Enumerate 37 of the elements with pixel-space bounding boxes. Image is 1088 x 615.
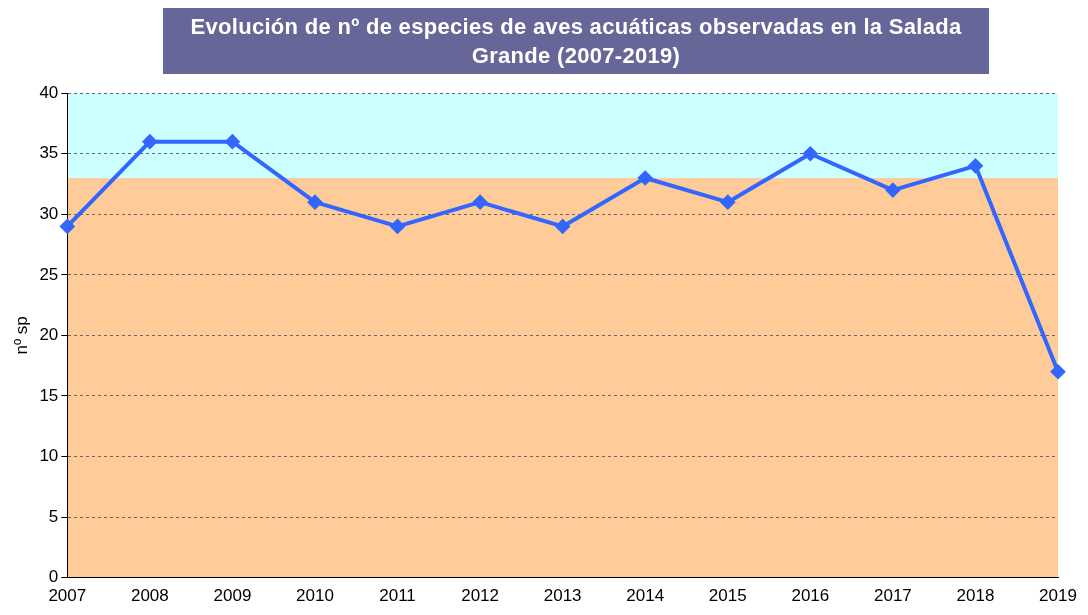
point [720,195,735,210]
point [473,195,488,210]
point [555,219,570,234]
y-tick-label: 15 [39,385,59,405]
x-tick-label: 2017 [873,586,912,606]
y-tick-label: 10 [39,446,59,466]
y-tick-label: 35 [39,143,59,163]
x-tick-label: 2010 [296,586,334,606]
point [307,195,322,210]
point [638,170,653,185]
x-tick-label: 2007 [48,586,87,606]
y-tick-label: 20 [39,325,59,345]
point [885,183,900,198]
x-tick-label: 2008 [130,586,169,606]
point [225,134,240,149]
x-tick-label: 2016 [791,586,830,606]
point [803,146,818,161]
point [390,219,405,234]
x-tick-label: 2009 [213,586,252,606]
point [60,219,75,234]
x-tick-label: 2013 [543,586,582,606]
point [968,158,983,173]
x-tick-label: 2018 [956,586,995,606]
y-tick-label: 25 [39,264,59,284]
x-tick-label: 2012 [461,586,500,606]
point [1051,364,1065,379]
x-tick-label: 2014 [626,586,665,606]
y-tick-label: 30 [39,203,59,223]
point [142,134,157,149]
y-tick-label: 40 [39,82,59,102]
x-tick-label: 2011 [379,586,416,606]
y-axis-title: nº sp [11,316,31,355]
x-tick-label: 2015 [708,586,747,606]
y-tick-label: 0 [48,567,59,587]
y-tick-label: 5 [48,506,59,526]
chart-title: Evolución de nº de especies de aves acuáticas observadas en la Salada Grande (2007-2019) [163,8,989,74]
x-tick-label: 2019 [1039,586,1077,606]
